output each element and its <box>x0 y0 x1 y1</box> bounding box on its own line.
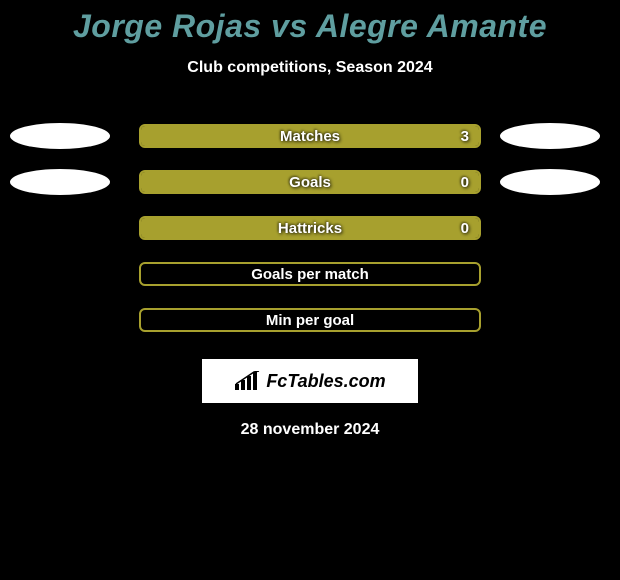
player-right-marker <box>500 169 600 195</box>
stat-row: Goals per match <box>0 251 620 297</box>
stat-bar: Hattricks0 <box>139 216 481 240</box>
comparison-card: Jorge Rojas vs Alegre Amante Club compet… <box>0 0 620 439</box>
date-label: 28 november 2024 <box>0 421 620 439</box>
stat-bar: Goals per match <box>139 262 481 286</box>
stat-label: Goals <box>141 172 479 192</box>
stat-row: Min per goal <box>0 297 620 343</box>
stat-value: 0 <box>461 218 469 238</box>
stat-label: Min per goal <box>141 310 479 330</box>
stat-rows: Matches3Goals0Hattricks0Goals per matchM… <box>0 113 620 343</box>
subtitle: Club competitions, Season 2024 <box>0 59 620 77</box>
stat-label: Goals per match <box>141 264 479 284</box>
stat-bar: Matches3 <box>139 124 481 148</box>
stat-value: 0 <box>461 172 469 192</box>
player-right-marker <box>500 123 600 149</box>
logo-text: FcTables.com <box>266 371 385 392</box>
bars-icon <box>234 371 262 391</box>
logo-box: FcTables.com <box>202 359 418 403</box>
stat-row: Goals0 <box>0 159 620 205</box>
player-left-marker <box>10 169 110 195</box>
page-title: Jorge Rojas vs Alegre Amante <box>0 8 620 45</box>
player-left-marker <box>10 123 110 149</box>
stat-label: Matches <box>141 126 479 146</box>
stat-value: 3 <box>461 126 469 146</box>
logo: FcTables.com <box>234 371 385 392</box>
stat-label: Hattricks <box>141 218 479 238</box>
stat-bar: Goals0 <box>139 170 481 194</box>
stat-row: Hattricks0 <box>0 205 620 251</box>
stat-bar: Min per goal <box>139 308 481 332</box>
stat-row: Matches3 <box>0 113 620 159</box>
